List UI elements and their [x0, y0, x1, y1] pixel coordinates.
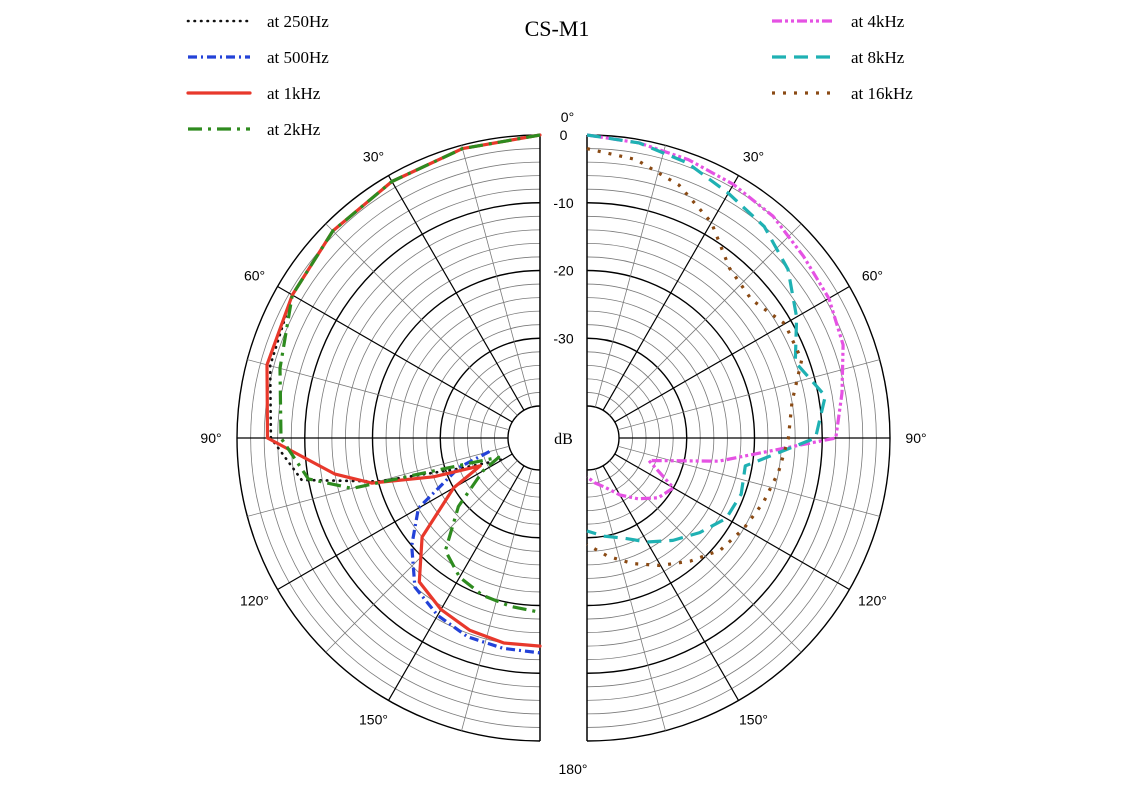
legend-label: at 16kHz	[851, 84, 913, 103]
angle-tick-label: 30°	[743, 149, 764, 165]
right-spoke	[609, 460, 802, 653]
left-half-grid	[236, 134, 541, 742]
right-spoke	[602, 175, 740, 411]
angle-tick-label: 120°	[240, 593, 269, 609]
angle-tick-label: 60°	[244, 268, 265, 284]
right-spoke	[594, 145, 666, 408]
left-spoke	[387, 175, 525, 411]
angle-tick-label: 180°	[559, 761, 588, 777]
db-tick-label: -10	[553, 195, 573, 211]
angle-tick-label: 60°	[862, 268, 883, 284]
series-line-at-2khz	[278, 133, 541, 614]
angle-tick-label: 90°	[905, 430, 926, 446]
db-tick-label: -20	[553, 263, 573, 279]
angle-tick-label: 30°	[363, 149, 384, 165]
series-layer	[265, 133, 845, 655]
angle-tick-label: 150°	[359, 711, 388, 727]
db-tick-label: -30	[553, 330, 573, 346]
left-spoke	[461, 145, 533, 408]
legend-label: at 2kHz	[267, 120, 321, 139]
legend-label: at 500Hz	[267, 48, 329, 67]
left-spoke	[325, 223, 518, 416]
left-spoke	[277, 285, 513, 423]
angle-tick-label: 0°	[561, 109, 574, 125]
right-spoke	[602, 465, 740, 701]
right-spoke	[617, 445, 880, 517]
db-tick-label: 0	[560, 127, 568, 143]
right-spoke	[614, 285, 850, 423]
legend-label: at 4kHz	[851, 12, 905, 31]
right-spoke	[617, 359, 880, 431]
right-spoke	[609, 223, 802, 416]
left-spoke	[247, 359, 510, 431]
series-line-at-1khz	[265, 133, 542, 648]
axis-labels: 0° 180° 30° 30° 60° 60° 90° 90° 120° 120° 150° 150°…	[200, 109, 926, 777]
legend-label: at 250Hz	[267, 12, 329, 31]
series-line-at-4khz	[586, 133, 845, 501]
series-line-at-8khz	[586, 133, 827, 544]
series-line-at-500hz	[410, 450, 541, 655]
left-spoke	[277, 453, 513, 591]
legend: at 250Hz at 500Hz at 1kHz at 2kHz at 4kHz at …	[186, 12, 913, 139]
legend-label: at 1kHz	[267, 84, 321, 103]
db-unit-label: dB	[554, 431, 573, 448]
left-spoke	[387, 465, 525, 701]
angle-tick-label: 150°	[739, 711, 768, 727]
angle-tick-label: 120°	[858, 593, 887, 609]
angle-tick-label: 90°	[200, 430, 221, 446]
chart-title: CS-M1	[525, 16, 590, 41]
series-line-at-16khz	[586, 147, 804, 568]
right-spoke	[594, 468, 666, 731]
legend-label: at 8kHz	[851, 48, 905, 67]
right-spoke	[614, 453, 850, 591]
